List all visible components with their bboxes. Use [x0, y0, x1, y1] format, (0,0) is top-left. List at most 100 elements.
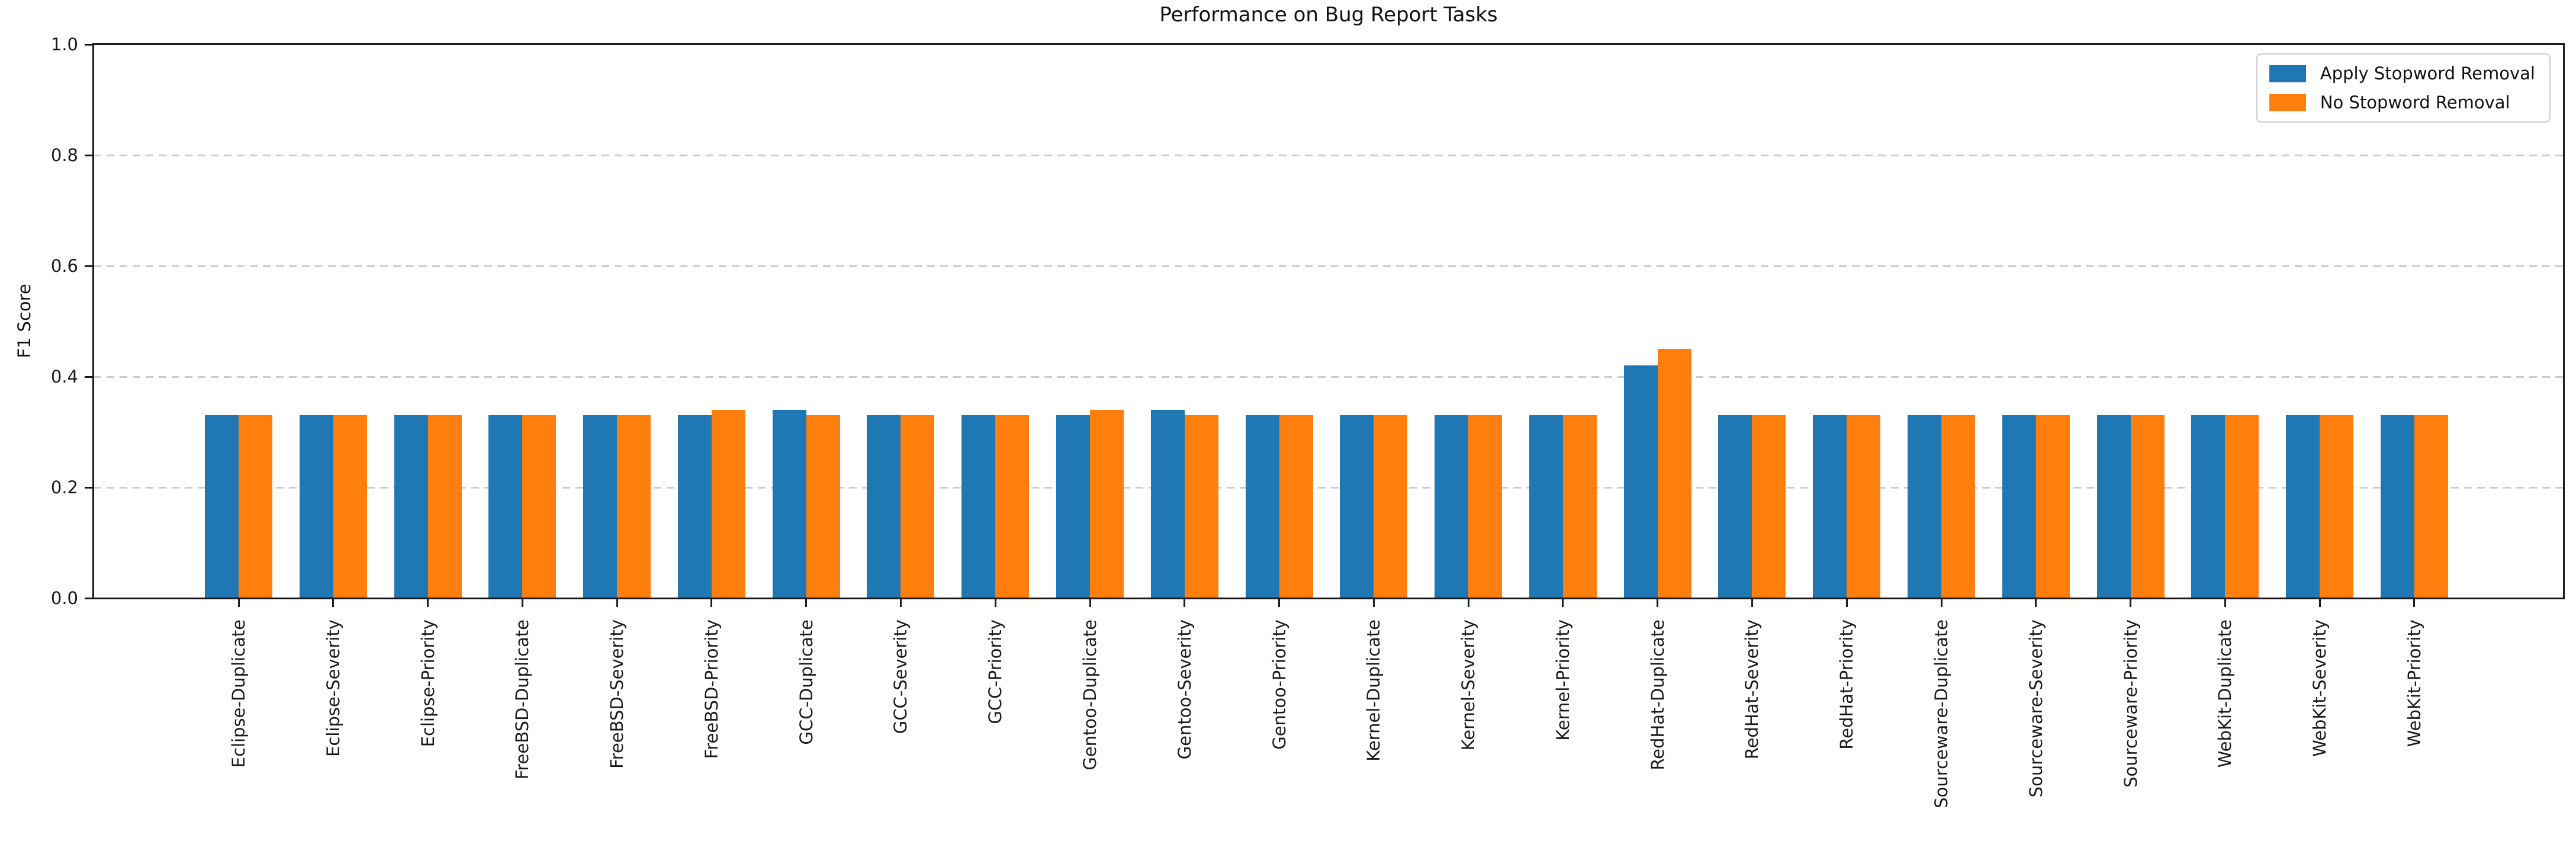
bar: [1090, 410, 1124, 598]
y-tick-label: 0.6: [50, 256, 78, 276]
legend-label-apply-stopword-removal: Apply Stopword Removal: [2320, 63, 2535, 84]
x-tick-mark: [616, 598, 618, 607]
y-tick-mark: [85, 154, 94, 156]
x-tick-label: Sourceware-Duplicate: [1931, 619, 1952, 808]
x-tick-mark: [805, 598, 808, 607]
bar: [2414, 415, 2448, 598]
bar: [2191, 415, 2226, 598]
x-tick-label: Gentoo-Duplicate: [1080, 619, 1101, 770]
bar: [617, 415, 651, 598]
bar: [2035, 415, 2070, 598]
bar: [961, 415, 996, 598]
bar: [427, 415, 462, 598]
bar: [1468, 415, 1503, 598]
bar: [1562, 415, 1597, 598]
legend-label-no-stopword-removal: No Stopword Removal: [2320, 92, 2510, 113]
bar: [2002, 415, 2036, 598]
bar: [2225, 415, 2259, 598]
bar: [1435, 415, 1469, 598]
x-tick-mark: [1751, 598, 1753, 607]
y-tick-mark: [85, 265, 94, 267]
y-tick-label: 0.2: [50, 477, 78, 497]
chart-title: Performance on Bug Report Tasks: [1159, 3, 1498, 27]
x-tick-mark: [2318, 598, 2321, 607]
x-tick-mark: [332, 598, 335, 607]
x-tick-label: RedHat-Duplicate: [1647, 619, 1668, 770]
bar: [299, 415, 333, 598]
bar: [1529, 415, 1563, 598]
x-tick-label: WebKit-Priority: [2404, 619, 2424, 747]
x-tick-mark: [1562, 598, 1564, 607]
bar: [205, 415, 239, 598]
bar: [1657, 349, 1691, 598]
bar: [772, 410, 806, 598]
bar: [711, 410, 745, 598]
x-tick-label: FreeBSD-Duplicate: [512, 619, 533, 780]
x-tick-mark: [899, 598, 902, 607]
bar: [488, 415, 523, 598]
bar: [995, 415, 1030, 598]
bar: [2130, 415, 2165, 598]
y-tick-mark: [85, 43, 94, 46]
bar: [1056, 415, 1091, 598]
x-tick-label: FreeBSD-Severity: [607, 619, 628, 769]
x-tick-label: WebKit-Severity: [2310, 619, 2330, 757]
x-tick-mark: [2224, 598, 2226, 607]
x-tick-label: GCC-Severity: [890, 619, 911, 734]
x-tick-label: FreeBSD-Priority: [701, 619, 722, 759]
x-tick-mark: [2130, 598, 2132, 607]
bar: [239, 415, 272, 598]
bar: [1941, 415, 1976, 598]
x-tick-label: Sourceware-Priority: [2120, 619, 2141, 788]
x-tick-mark: [994, 598, 996, 607]
x-tick-label: Sourceware-Severity: [2025, 619, 2046, 798]
x-tick-mark: [1940, 598, 1943, 607]
legend-swatch-apply-stopword-removal-icon: [2269, 65, 2306, 82]
bar: [1813, 415, 1847, 598]
x-tick-mark: [1089, 598, 1091, 607]
y-tick-label: 0.4: [50, 367, 78, 387]
x-tick-mark: [1184, 598, 1186, 607]
x-tick-label: Kernel-Severity: [1458, 619, 1479, 751]
gridline: [94, 154, 2564, 156]
x-tick-label: Gentoo-Severity: [1174, 619, 1195, 760]
x-tick-label: Kernel-Duplicate: [1363, 619, 1384, 762]
x-tick-mark: [1278, 598, 1281, 607]
bar: [1847, 415, 1881, 598]
x-tick-label: Kernel-Priority: [1552, 619, 1573, 741]
x-tick-mark: [2413, 598, 2416, 607]
x-tick-mark: [237, 598, 240, 607]
x-tick-mark: [2035, 598, 2037, 607]
x-tick-label: WebKit-Duplicate: [2215, 619, 2236, 768]
x-tick-mark: [1467, 598, 1469, 607]
x-tick-mark: [1657, 598, 1659, 607]
bar: [1184, 415, 1218, 598]
x-tick-mark: [1845, 598, 1848, 607]
bar: [1150, 410, 1185, 598]
x-tick-label: GCC-Priority: [985, 619, 1006, 724]
bar: [583, 415, 618, 598]
bar: [1623, 365, 1658, 598]
bar: [1718, 415, 1752, 598]
x-tick-label: Gentoo-Priority: [1269, 619, 1289, 750]
x-tick-mark: [710, 598, 713, 607]
y-tick-mark: [85, 597, 94, 599]
bar: [1340, 415, 1374, 598]
y-tick-label: 1.0: [50, 34, 78, 54]
y-tick-mark: [85, 486, 94, 489]
bar: [522, 415, 557, 598]
bar: [677, 415, 712, 598]
y-axis-label: F1 Score: [14, 284, 34, 358]
bar: [2286, 415, 2320, 598]
bar: [394, 415, 428, 598]
y-tick-mark: [85, 375, 94, 378]
bar: [901, 415, 935, 598]
bar: [333, 415, 367, 598]
bar: [1374, 415, 1408, 598]
x-tick-label: RedHat-Priority: [1837, 619, 1857, 750]
legend-item-no-stopword-removal: No Stopword Removal: [2269, 92, 2535, 113]
bar: [1908, 415, 1942, 598]
legend-item-apply-stopword-removal: Apply Stopword Removal: [2269, 63, 2535, 84]
bar: [1752, 415, 1786, 598]
